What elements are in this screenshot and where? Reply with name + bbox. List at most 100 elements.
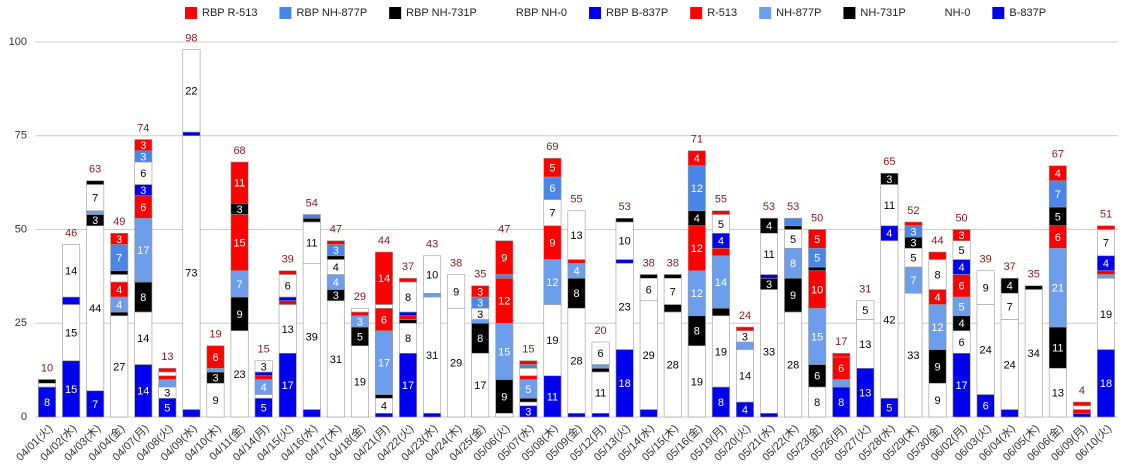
segment-label: 3 — [742, 331, 748, 343]
segment-label: 8 — [718, 397, 724, 409]
segment-label: 3 — [140, 151, 146, 163]
total-label: 37 — [1004, 261, 1016, 273]
segment-label: 4 — [1055, 168, 1061, 180]
total-label: 47 — [330, 224, 342, 236]
segment-label: 13 — [1052, 388, 1064, 400]
bar-segment — [375, 394, 393, 399]
segment-label: 9 — [549, 238, 555, 250]
segment-label: 10 — [426, 269, 438, 281]
bar-segment — [567, 210, 586, 260]
segment-label: 11 — [763, 249, 774, 261]
segment-label: 15 — [498, 346, 510, 358]
segment-label: 14 — [65, 266, 77, 278]
bar-segment — [1072, 412, 1091, 418]
segment-label: 24 — [1004, 359, 1016, 371]
segment-label: 28 — [787, 359, 799, 371]
segment-label: 15 — [65, 328, 77, 340]
segment-label: 3 — [140, 140, 146, 152]
total-label: 46 — [65, 227, 77, 239]
legend-label: RBP NH-731P — [406, 7, 477, 19]
total-label: 69 — [546, 141, 558, 153]
bar-segment — [639, 274, 658, 279]
bar-segment — [711, 307, 730, 317]
segment-label: 9 — [501, 391, 507, 403]
segment-label: 8 — [934, 269, 940, 281]
bar-segment — [519, 364, 538, 369]
segment-label: 13 — [282, 324, 294, 336]
segment-label: 19 — [354, 376, 366, 388]
bar-segment — [808, 229, 827, 249]
total-label: 55 — [570, 194, 582, 206]
segment-label: 12 — [498, 296, 510, 308]
segment-label: 4 — [1007, 281, 1013, 293]
bar-segment — [375, 251, 393, 305]
bar-segment — [760, 274, 778, 279]
bar-segment — [254, 394, 273, 399]
segment-label: 5 — [814, 234, 820, 246]
segment-label: 5 — [886, 403, 892, 415]
bar-segment — [110, 274, 129, 283]
total-label: 24 — [739, 310, 751, 322]
legend-swatch — [759, 7, 772, 19]
total-label: 31 — [859, 284, 871, 296]
bar-segment — [904, 221, 923, 227]
segment-label: 3 — [333, 245, 339, 257]
segment-label: 4 — [694, 153, 700, 165]
total-label: 65 — [883, 156, 895, 168]
segment-label: 4 — [116, 284, 122, 296]
segment-label: 7 — [92, 399, 98, 411]
legend-swatch — [843, 7, 856, 19]
bar-segment — [591, 341, 610, 365]
bar-segment — [976, 270, 995, 305]
total-label: 51 — [1100, 209, 1112, 221]
segment-label: 12 — [931, 322, 943, 334]
total-label: 49 — [113, 216, 125, 228]
legend-label: NH-0 — [945, 7, 971, 19]
bar-segment — [158, 367, 177, 373]
y-tick-label: 0 — [21, 411, 27, 423]
segment-label: 3 — [357, 316, 363, 328]
bar-segment — [1097, 274, 1115, 279]
y-tick-label: 25 — [15, 317, 27, 329]
bar-segment — [1072, 401, 1091, 407]
segment-label: 9 — [934, 395, 940, 407]
total-label: 39 — [980, 254, 992, 266]
segment-label: 8 — [838, 397, 844, 409]
bar-segment — [1097, 270, 1115, 275]
bar-segment — [86, 210, 105, 215]
total-label: 4 — [1079, 385, 1085, 397]
segment-label: 9 — [934, 361, 940, 373]
bar-segment — [110, 311, 129, 317]
bar-segment — [399, 319, 417, 324]
legend-swatch — [927, 6, 941, 20]
legend-label: RBP NH-0 — [516, 7, 567, 19]
bar-segment — [928, 251, 947, 260]
segment-label: 8 — [790, 258, 796, 270]
segment-label: 29 — [450, 358, 462, 370]
segment-label: 7 — [92, 193, 98, 205]
bar-segment — [302, 409, 321, 418]
segment-label: 6 — [549, 183, 555, 195]
segment-label: 14 — [715, 277, 727, 289]
bar-segment — [326, 240, 345, 245]
bar-segment — [182, 409, 201, 418]
segment-label: 3 — [477, 286, 483, 298]
bar-segment — [399, 315, 417, 320]
total-label: 71 — [691, 134, 703, 146]
segment-label: 19 — [546, 335, 558, 347]
segment-label: 7 — [1103, 238, 1109, 250]
total-label: 17 — [835, 336, 847, 348]
segment-label: 12 — [691, 183, 703, 195]
segment-label: 15 — [65, 384, 77, 396]
segment-label: 11 — [234, 178, 245, 190]
bar-segment — [591, 412, 610, 418]
bar-segment — [423, 412, 442, 418]
segment-label: 8 — [694, 326, 700, 338]
segment-label: 6 — [285, 281, 291, 293]
segment-label: 6 — [140, 168, 146, 180]
segment-label: 8 — [573, 288, 579, 300]
bar-segment — [375, 304, 393, 309]
segment-label: 17 — [137, 245, 149, 257]
segment-label: 11 — [1052, 343, 1063, 355]
